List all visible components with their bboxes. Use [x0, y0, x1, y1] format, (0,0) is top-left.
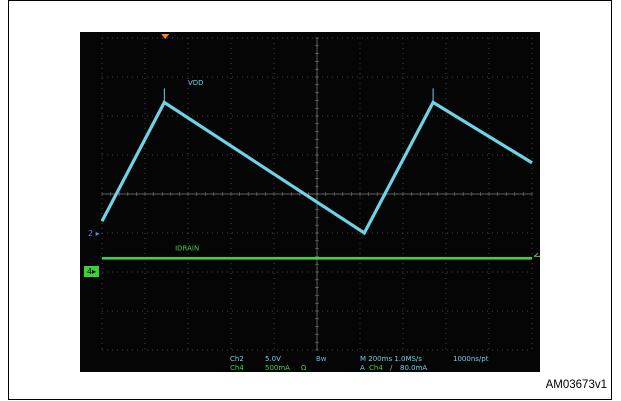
timebase: M 200ms 1.0MS/s: [360, 355, 422, 363]
trace-label-vdd: VDD: [188, 79, 204, 87]
trigger-level: 80.0mA: [400, 364, 428, 372]
ch4-ref-marker: 4▸: [84, 266, 99, 277]
figure-frame: [8, 0, 612, 400]
figure-frame-top: [8, 0, 612, 1]
trigger-mode: A: [360, 364, 365, 372]
trace-vdd: [100, 100, 533, 236]
bandwidth-limit: Bw: [316, 355, 327, 363]
oscilloscope-screen: VDD IDRAIN 2 ▸ 4▸ Ch2 5.0V Ch4 500mA Ω Bw…: [80, 32, 540, 372]
ch2-scale: 5.0V: [265, 355, 281, 363]
ch4-name: Ch4: [230, 364, 244, 372]
ch4-scale: 500mA: [265, 364, 290, 372]
ch2-ref-marker: 2 ▸: [88, 229, 100, 238]
waveform-plot: VDD IDRAIN: [100, 34, 540, 351]
trace-label-idrain: IDRAIN: [175, 245, 199, 253]
ch4-impedance: Ω: [301, 364, 307, 372]
trigger-position-marker: [161, 34, 170, 39]
trigger-source: Ch4: [369, 364, 383, 372]
ch2-name: Ch2: [230, 355, 244, 363]
figure-code: AM03673v1: [545, 379, 607, 391]
trigger-slope: ∕: [390, 364, 393, 372]
ch4-right-marker: [533, 252, 540, 257]
resolution: 1000ns/pt: [453, 355, 489, 363]
